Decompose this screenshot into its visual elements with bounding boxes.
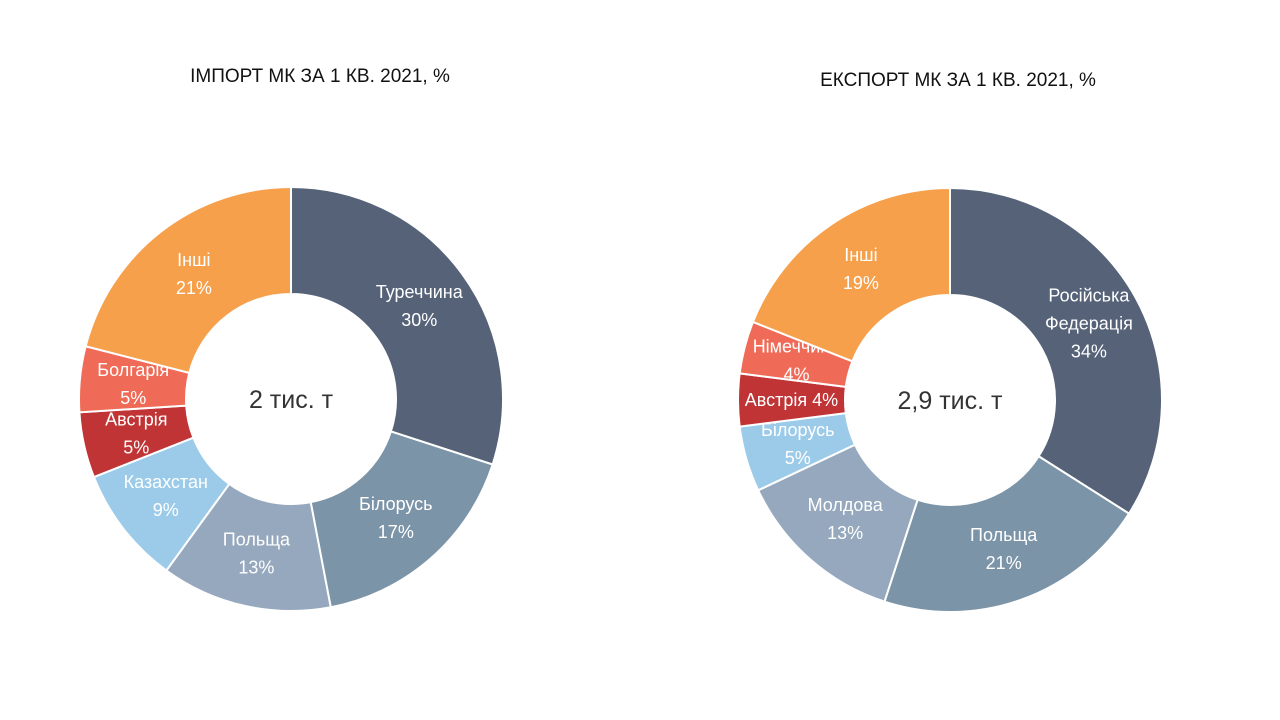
import-slice-label-6: Інші 21% [176,250,212,298]
export-slice-6 [751,186,951,363]
export-slice-label-2: Молдова 13% [808,495,884,543]
import-donut-chart: Туреччина 30% Білорусь 17% Польща 13% Казахста… [78,185,504,612]
export-slice-label-6: Інші 19% [843,245,879,293]
import-slice-label-3: Казахстан 9% [124,472,208,520]
export-center-total: 2,9 тис. т [898,387,1004,415]
export-slice-label-1: Польща 21% [970,525,1038,573]
export-slice-label-3: Білорусь 5% [761,420,835,468]
import-chart-title: ІМПОРТ МК ЗА 1 КВ. 2021, % [190,66,450,87]
export-slice-label-4: Австрія 4% [745,390,838,410]
import-slice-label-0: Туреччина 30% [376,282,464,330]
import-slice-0 [290,185,504,466]
import-slice-label-2: Польща 13% [223,530,291,578]
export-chart-title: ЕКСПОРТ МК ЗА 1 КВ. 2021, % [820,70,1096,91]
export-slice-0 [949,186,1164,515]
export-slice-label-0: Російська Федерація 34% [1045,286,1133,362]
import-center-total: 2 тис. т [249,386,334,414]
import-slice-label-5: Болгарія 5% [97,360,169,408]
import-slice-label-1: Білорусь 17% [359,494,433,542]
export-donut-chart: Російська Федерація 34% Польща 21% Молдова 13%… [737,186,1164,613]
export-slice-1 [883,454,1131,613]
import-slice-6 [84,185,292,375]
import-slice-label-4: Австрія 5% [105,410,167,458]
import-slice-1 [309,430,494,609]
